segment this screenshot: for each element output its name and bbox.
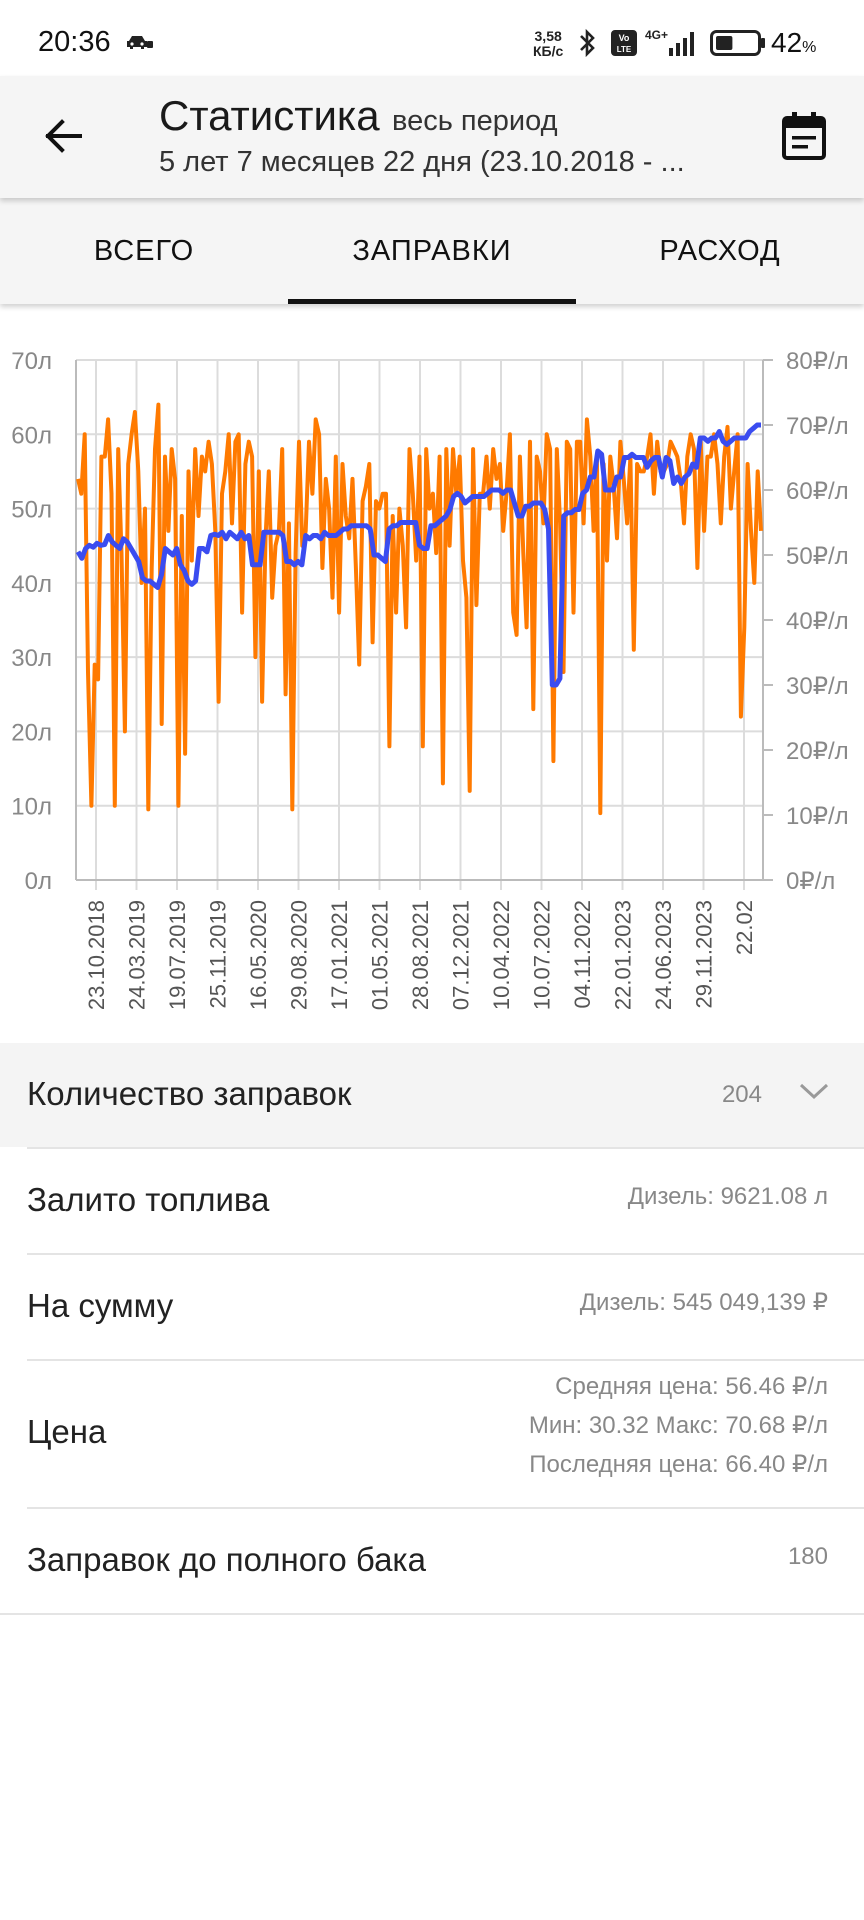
divider bbox=[27, 1147, 864, 1149]
x-tick-label: 24.03.2019 bbox=[125, 900, 150, 1010]
battery-fill bbox=[716, 36, 733, 50]
x-tick-label: 25.11.2019 bbox=[206, 900, 231, 1008]
price-label: Цена bbox=[27, 1413, 107, 1450]
battery-percent: 42% bbox=[771, 27, 816, 59]
y-tick-right: 50₽/л bbox=[786, 543, 849, 570]
y-tick-right: 0₽/л bbox=[786, 868, 835, 895]
title-row: Статистика весь период bbox=[159, 92, 558, 140]
network-speed: 3,58 КБ/с bbox=[533, 29, 563, 59]
y-tick-left: 10л bbox=[11, 794, 52, 821]
y-tick-left: 30л bbox=[11, 645, 52, 672]
y-tick-left: 40л bbox=[11, 571, 52, 598]
x-tick-label: 22.02 bbox=[732, 900, 757, 955]
tab-refuels[interactable]: ЗАПРАВКИ bbox=[352, 234, 512, 267]
signal-icon: 4G+ bbox=[645, 28, 694, 56]
fuel-value: Дизель: 9621.08 л bbox=[627, 1183, 828, 1210]
price-average: Средняя цена: 56.46 ₽/л bbox=[555, 1373, 828, 1400]
tab-total[interactable]: ВСЕГО bbox=[93, 234, 195, 267]
y-tick-left: 20л bbox=[11, 719, 52, 746]
status-time: 20:36 bbox=[38, 26, 111, 58]
x-tick-label: 10.04.2022 bbox=[489, 900, 514, 1010]
x-tick-label: 24.06.2023 bbox=[651, 900, 676, 1010]
sum-label: На сумму bbox=[27, 1287, 174, 1324]
refuel-count-value: 204 bbox=[721, 1081, 762, 1108]
refuel-count-label: Количество заправок bbox=[27, 1075, 352, 1112]
y-tick-right: 30₽/л bbox=[786, 673, 849, 700]
chevron-down-icon[interactable] bbox=[798, 1081, 830, 1101]
car-notification-icon bbox=[127, 36, 153, 49]
bluetooth-icon bbox=[580, 28, 595, 58]
refuel-chart: 0л 10л 20л 30л 40л 50л 60л 70л 0₽/л 10₽/л 20₽/л 30₽… bbox=[0, 320, 864, 1040]
fuel-row: Залито топлива Дизель: 9621.08 л bbox=[0, 1149, 864, 1253]
x-tick-label: 17.01.2021 bbox=[327, 900, 352, 1010]
x-tick-label: 19.07.2019 bbox=[165, 900, 190, 1010]
y-tick-left: 50л bbox=[11, 497, 52, 524]
app-bar: Статистика весь период 5 лет 7 месяцев 2… bbox=[0, 76, 864, 198]
x-tick-label: 10.07.2022 bbox=[530, 900, 555, 1010]
full-tank-row: Заправок до полного бака 180 bbox=[0, 1509, 864, 1613]
period-label: весь период bbox=[392, 105, 558, 137]
y-tick-left: 60л bbox=[11, 422, 52, 449]
price-min-max: Мин: 30.32 Макс: 70.68 ₽/л bbox=[528, 1412, 828, 1439]
x-tick-label: 16.05.2020 bbox=[246, 900, 271, 1010]
y-tick-right: 10₽/л bbox=[786, 803, 849, 830]
x-tick-label: 22.01.2023 bbox=[611, 900, 636, 1010]
network-speed-unit: КБ/с bbox=[533, 43, 564, 59]
x-tick-label: 01.05.2021 bbox=[368, 900, 393, 1010]
battery-icon bbox=[710, 30, 765, 56]
y-tick-right: 70₽/л bbox=[786, 413, 849, 440]
x-tick-label: 28.08.2021 bbox=[408, 900, 433, 1010]
y-tick-left: 0л bbox=[25, 868, 52, 895]
y-tick-right: 20₽/л bbox=[786, 738, 849, 765]
price-last: Последняя цена: 66.40 ₽/л bbox=[529, 1451, 828, 1478]
y-tick-right: 60₽/л bbox=[786, 478, 849, 505]
tab-bar: ВСЕГО ЗАПРАВКИ РАСХОД bbox=[0, 198, 864, 304]
back-arrow-icon[interactable] bbox=[36, 106, 96, 166]
sum-row: На сумму Дизель: 545 049,139 ₽ bbox=[0, 1255, 864, 1359]
fuel-price-series bbox=[75, 422, 761, 688]
period-range: 5 лет 7 месяцев 22 дня (23.10.2018 - ... bbox=[159, 146, 685, 178]
y-tick-left: 70л bbox=[11, 348, 52, 375]
y-tick-right: 80₽/л bbox=[786, 348, 849, 375]
full-tank-label: Заправок до полного бака bbox=[27, 1541, 426, 1578]
full-tank-value: 180 bbox=[787, 1543, 828, 1570]
svg-text:Vo: Vo bbox=[619, 33, 630, 43]
x-tick-label: 29.11.2023 bbox=[692, 900, 717, 1008]
status-bar: 20:36 3,58 КБ/с Vo LTE 4G+ 42% bbox=[0, 0, 864, 76]
divider bbox=[27, 1359, 864, 1361]
divider bbox=[27, 1253, 864, 1255]
page-title: Статистика bbox=[159, 92, 380, 139]
battery-percent-unit: % bbox=[802, 39, 817, 56]
tab-consumption[interactable]: РАСХОД bbox=[659, 234, 781, 267]
volte-icon: Vo LTE bbox=[611, 30, 637, 56]
x-tick-label: 04.11.2022 bbox=[570, 900, 595, 1008]
refuel-count-row[interactable]: Количество заправок 204 bbox=[0, 1043, 864, 1147]
price-values: Средняя цена: 56.46 ₽/л Мин: 30.32 Макс:… bbox=[529, 1367, 828, 1484]
tab-selected-indicator bbox=[288, 299, 576, 304]
network-type: 4G+ bbox=[645, 28, 668, 42]
sum-value: Дизель: 545 049,139 ₽ bbox=[579, 1289, 828, 1316]
x-tick-label: 29.08.2020 bbox=[287, 900, 312, 1010]
fuel-volume-series bbox=[76, 402, 763, 816]
calendar-icon[interactable] bbox=[780, 110, 828, 162]
y-tick-right: 40₽/л bbox=[786, 608, 849, 635]
divider bbox=[27, 1507, 864, 1509]
battery-percent-value: 42 bbox=[771, 27, 803, 58]
x-tick-label: 07.12.2021 bbox=[449, 900, 474, 1010]
network-speed-value: 3,58 bbox=[534, 28, 562, 44]
svg-text:LTE: LTE bbox=[617, 45, 632, 54]
stats-list: Количество заправок 204 Залито топлива Д… bbox=[0, 1043, 864, 1615]
refuel-chart-svg: 0л 10л 20л 30л 40л 50л 60л 70л 0₽/л 10₽/л 20₽/л 30₽… bbox=[11, 348, 849, 1010]
divider bbox=[0, 1613, 864, 1615]
fuel-label: Залито топлива bbox=[27, 1181, 270, 1218]
price-row: Цена Средняя цена: 56.46 ₽/л Мин: 30.32 … bbox=[0, 1361, 864, 1507]
x-tick-label: 23.10.2018 bbox=[84, 900, 109, 1010]
